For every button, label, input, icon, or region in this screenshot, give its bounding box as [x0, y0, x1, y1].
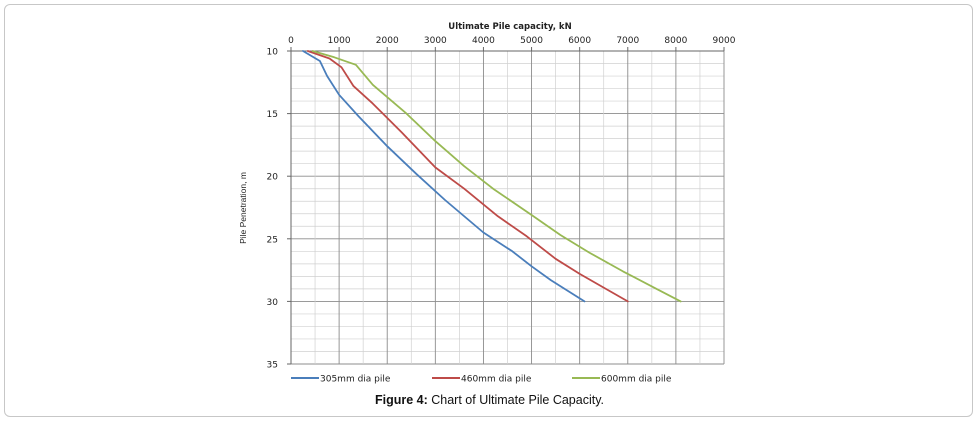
caption-label: Figure 4: [374, 393, 428, 407]
x-tick-label: 7000 [616, 36, 639, 46]
caption-text: Chart of Ultimate Pile Capacity. [427, 393, 605, 407]
series-line-2 [306, 50, 629, 303]
x-tick-label: 3000 [424, 36, 447, 46]
x-tick-label: 5000 [520, 36, 543, 46]
series-layer [302, 50, 682, 303]
x-tick-label: 8000 [664, 36, 687, 46]
y-tick-label: 15 [267, 110, 278, 120]
legend: 305mm dia pile 460mm dia pile 600mm dia pi… [291, 375, 672, 385]
series-line-3 [311, 50, 682, 303]
x-tick-label: 2000 [376, 36, 399, 46]
axis-layer: 0 1000 2000 3000 4000 5000 6000 7000 8000 9000 10 1… [267, 36, 736, 371]
figure-caption: Figure 4: Chart of Ultimate Pile Capacit… [0, 393, 979, 407]
grid-layer [290, 50, 725, 365]
legend-label-3: 600mm dia pile [601, 375, 672, 385]
legend-label-2: 460mm dia pile [461, 375, 532, 385]
y-axis-title: Pile Penetration, m [238, 172, 248, 244]
y-tick-label: 35 [267, 361, 278, 371]
figure-frame [4, 4, 973, 417]
x-tick-label: 1000 [328, 36, 351, 46]
y-tick-label: 30 [267, 298, 279, 308]
x-axis-title: Ultimate Pile capacity, kN [448, 22, 571, 32]
x-tick-label: 9000 [713, 36, 736, 46]
x-tick-label: 0 [288, 36, 294, 46]
x-tick-label: 4000 [472, 36, 495, 46]
series-line-1 [302, 50, 586, 303]
y-tick-label: 25 [267, 235, 278, 245]
legend-label-1: 305mm dia pile [320, 375, 391, 385]
x-tick-label: 6000 [568, 36, 591, 46]
y-tick-label: 20 [267, 173, 279, 183]
y-tick-label: 10 [267, 48, 279, 58]
